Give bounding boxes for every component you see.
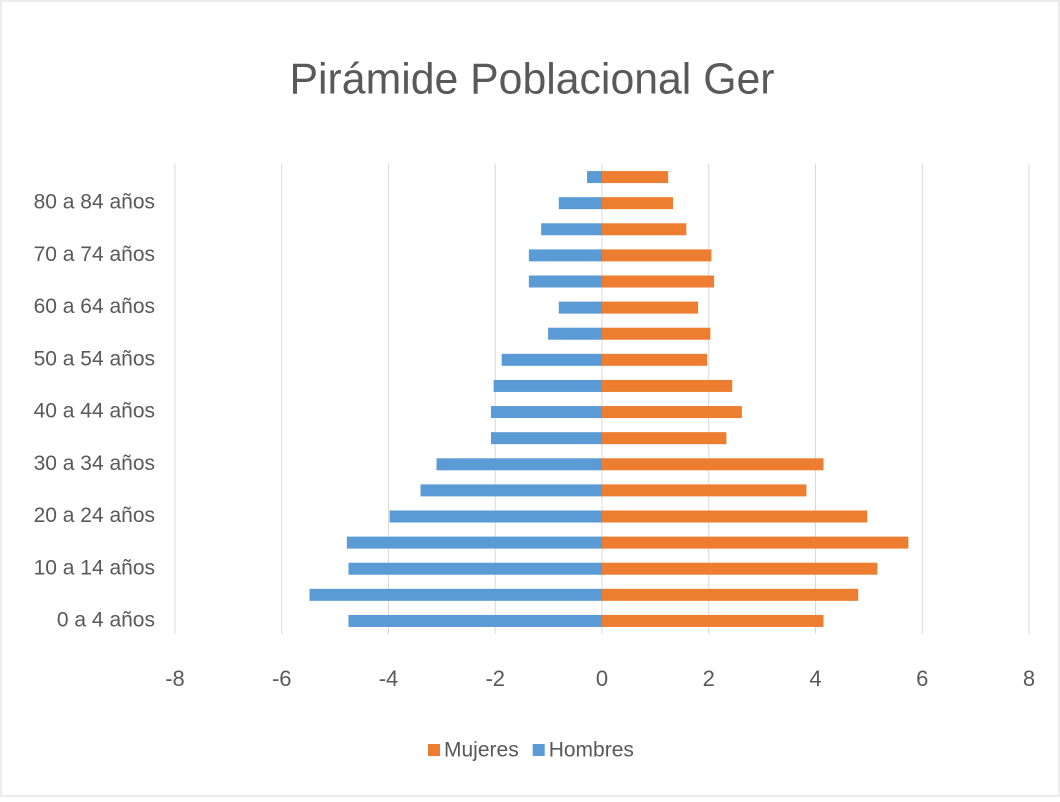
- bar: [558, 301, 602, 314]
- bar: [548, 327, 602, 340]
- bar: [348, 614, 602, 627]
- bar: [309, 588, 602, 601]
- bar: [602, 353, 708, 366]
- x-tick-label: -4: [379, 666, 399, 691]
- bar: [541, 223, 602, 236]
- bar: [528, 249, 602, 262]
- legend-swatch: [428, 744, 440, 756]
- legend-label: Hombres: [549, 739, 634, 762]
- bar: [587, 171, 602, 184]
- bar: [558, 197, 602, 210]
- chart-title: Pirámide Poblacional Ger: [290, 55, 775, 104]
- legend-label: Mujeres: [444, 739, 519, 762]
- bar: [346, 536, 602, 549]
- bar: [602, 484, 807, 497]
- x-tick-label: 8: [1023, 666, 1035, 691]
- bar: [602, 562, 878, 575]
- bar: [348, 562, 602, 575]
- bar: [602, 197, 673, 210]
- x-tick-label: -6: [272, 666, 292, 691]
- bar: [493, 379, 602, 392]
- y-tick-label: 70 a 74 años: [34, 243, 155, 266]
- y-tick-label: 80 a 84 años: [34, 191, 155, 214]
- bar: [602, 406, 742, 419]
- x-tick-label: -2: [485, 666, 505, 691]
- bar: [420, 484, 602, 497]
- x-tick-label: 6: [916, 666, 928, 691]
- x-tick-label: 0: [596, 666, 608, 691]
- bar: [602, 379, 733, 392]
- bar: [389, 510, 602, 523]
- bar: [602, 614, 824, 627]
- bar: [602, 327, 711, 340]
- bar: [602, 458, 824, 471]
- y-tick-label: 50 a 54 años: [34, 347, 155, 370]
- bar: [602, 275, 715, 288]
- bar: [602, 249, 712, 262]
- legend-swatch: [532, 744, 545, 756]
- bar: [528, 275, 602, 288]
- bar: [501, 353, 602, 366]
- bar: [602, 171, 669, 184]
- bar: [490, 432, 602, 445]
- bar: [602, 536, 909, 549]
- x-tick-label: -8: [165, 666, 185, 691]
- y-tick-label: 30 a 34 años: [34, 452, 155, 475]
- y-tick-label: 20 a 24 años: [34, 504, 155, 527]
- bar: [602, 223, 687, 236]
- x-tick-label: 4: [809, 666, 821, 691]
- y-tick-label: 40 a 44 años: [34, 400, 155, 423]
- y-tick-label: 60 a 64 años: [34, 295, 155, 318]
- bar: [436, 458, 602, 471]
- bar: [602, 588, 859, 601]
- y-tick-label: 10 a 14 años: [34, 556, 155, 579]
- y-tick-label: 0 a 4 años: [57, 608, 155, 631]
- bar: [602, 432, 727, 445]
- bar: [490, 406, 602, 419]
- x-tick-label: 2: [703, 666, 715, 691]
- bar: [602, 510, 868, 523]
- bar: [602, 301, 699, 314]
